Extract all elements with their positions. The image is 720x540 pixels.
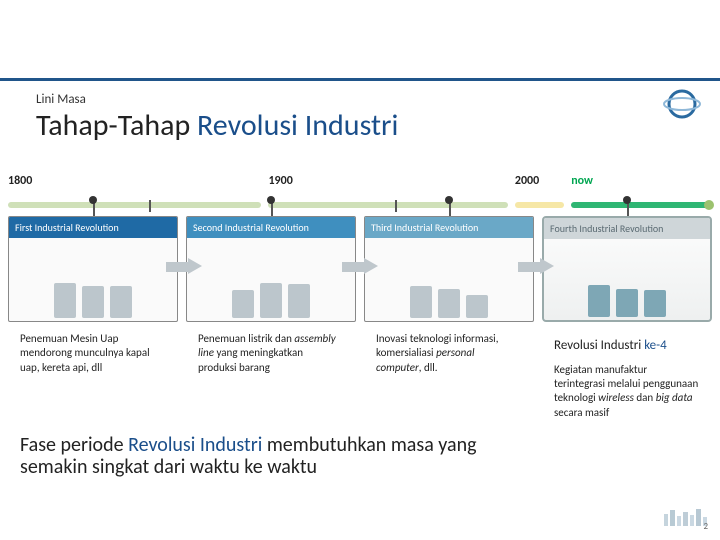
caption-body: Kegiatan manufaktur terintegrasi melalui… [554, 363, 700, 420]
brand-logo-icon [662, 84, 702, 124]
title-accent: Revolusi Industri [197, 107, 398, 144]
caption: Inovasi teknologi informasi, komersialia… [364, 332, 534, 420]
arrow-right-icon [342, 258, 378, 282]
timeline-segment [515, 202, 564, 208]
timeline-mark: 1800 [8, 174, 32, 188]
panel: Fourth Industrial Revolution [542, 216, 712, 322]
panel-title: First Industrial Revolution [9, 217, 177, 238]
panel-illustration [9, 238, 177, 322]
timeline-mark: 1900 [268, 174, 292, 188]
caption: Penemuan listrik dan assembly line yang … [186, 332, 356, 420]
timeline-mark: 2000 [515, 174, 539, 188]
connector-dot [445, 196, 453, 204]
panel-illustration [187, 238, 355, 322]
page-title: Tahap-Tahap Revolusi Industri [36, 107, 398, 144]
timeline-mark: now [571, 174, 593, 188]
conclusion: Fase periode Revolusi Industri membutuhk… [20, 434, 520, 478]
timeline-tick [395, 200, 397, 212]
top-rule [0, 78, 720, 81]
arrow-right-icon [166, 258, 202, 282]
caption: Penemuan Mesin Uap mendorong munculnya k… [8, 332, 178, 420]
connector-dot [89, 196, 97, 204]
panel: Second Industrial Revolution [186, 216, 356, 322]
captions-row: Penemuan Mesin Uap mendorong munculnya k… [8, 332, 712, 420]
timeline-segment [268, 202, 507, 208]
conclusion-accent: Revolusi Industri [128, 433, 262, 457]
connector-dot [623, 196, 631, 204]
panel-title: Third Industrial Revolution [365, 217, 533, 238]
panel: First Industrial Revolution [8, 216, 178, 322]
panel-illustration [544, 239, 710, 321]
panel: Third Industrial Revolution [364, 216, 534, 322]
arrow-right-icon [518, 258, 554, 282]
title-plain: Tahap-Tahap [36, 107, 197, 144]
caption-headline: Revolusi Industri ke-4 [554, 338, 700, 355]
caption: Revolusi Industri ke-4 Kegiatan manufaktu… [542, 332, 712, 420]
timeline-tick [149, 200, 151, 212]
panels-row: First Industrial Revolution Second Indust… [8, 216, 712, 322]
timeline-segment [8, 202, 261, 208]
panel-illustration [365, 238, 533, 322]
timeline-end-dot [704, 200, 714, 210]
conclusion-pre: Fase periode [20, 433, 128, 457]
header: Lini Masa Tahap-Tahap Revolusi Industri [36, 92, 398, 144]
connector-dot [267, 196, 275, 204]
timeline-segment [571, 202, 712, 208]
page-number: 2 [703, 521, 708, 532]
subtitle: Lini Masa [36, 92, 398, 107]
panel-title: Second Industrial Revolution [187, 217, 355, 238]
panel-title: Fourth Industrial Revolution [544, 218, 710, 239]
